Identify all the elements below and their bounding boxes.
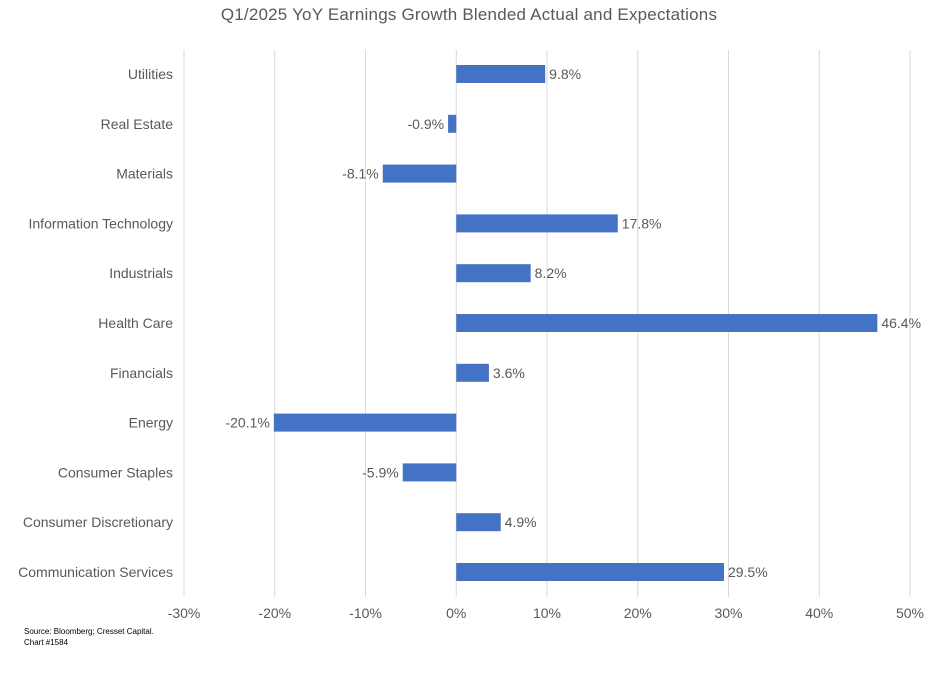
data-label: 9.8% (549, 66, 581, 82)
category-label: Utilities (128, 66, 173, 82)
x-tick-label: 40% (805, 605, 833, 621)
category-label: Consumer Discretionary (23, 514, 173, 530)
x-tick-label: -30% (168, 605, 201, 621)
x-tick-label: 30% (714, 605, 742, 621)
bar (382, 164, 457, 183)
category-label: Industrials (109, 265, 173, 281)
category-label: Communication Services (18, 564, 173, 580)
category-label: Financials (110, 365, 173, 381)
category-label: Consumer Staples (58, 464, 173, 480)
bar (402, 463, 457, 482)
x-tick-label: 10% (533, 605, 561, 621)
category-label: Real Estate (101, 116, 174, 132)
data-label: 3.6% (493, 365, 525, 381)
data-label: 8.2% (535, 265, 567, 281)
data-label: 46.4% (881, 315, 921, 331)
bars (273, 65, 878, 581)
data-labels: 9.8% -0.9% -8.1% 17.8% 8.2% 46.4% 3.6% -20.1% -5… (225, 66, 921, 580)
data-label: -20.1% (225, 415, 269, 431)
x-tick-label: 50% (896, 605, 924, 621)
data-label: -5.9% (362, 464, 399, 480)
data-label: -8.1% (342, 166, 379, 182)
category-label: Materials (116, 166, 173, 182)
category-labels: Utilities Real Estate Materials Information… (18, 66, 173, 580)
category-label: Energy (129, 415, 173, 431)
x-tick-label: -20% (258, 605, 291, 621)
bar (456, 513, 501, 532)
x-axis-tick-labels: -30% -20% -10% 0% 10% 20% 30% 40% 50% (168, 605, 924, 621)
bar (273, 413, 457, 432)
bar (456, 264, 531, 283)
data-label: -0.9% (408, 116, 445, 132)
x-tick-label: 20% (624, 605, 652, 621)
category-label: Health Care (98, 315, 173, 331)
x-tick-label: -10% (349, 605, 382, 621)
source-note: Source: Bloomberg; Cresset Capital. Char… (24, 626, 154, 648)
category-label: Information Technology (29, 215, 174, 231)
chart-number: Chart #1584 (24, 638, 69, 647)
bar (448, 114, 457, 133)
source-line: Source: Bloomberg; Cresset Capital. (24, 627, 154, 636)
data-label: 17.8% (622, 215, 662, 231)
bar (456, 363, 489, 382)
data-label: 29.5% (728, 564, 768, 580)
chart-title: Q1/2025 YoY Earnings Growth Blended Actu… (220, 5, 718, 24)
bar (456, 65, 546, 83)
bar (456, 563, 724, 581)
bar (456, 214, 618, 233)
x-tick-label: 0% (446, 605, 466, 621)
data-label: 4.9% (505, 514, 537, 530)
bar (456, 314, 878, 332)
